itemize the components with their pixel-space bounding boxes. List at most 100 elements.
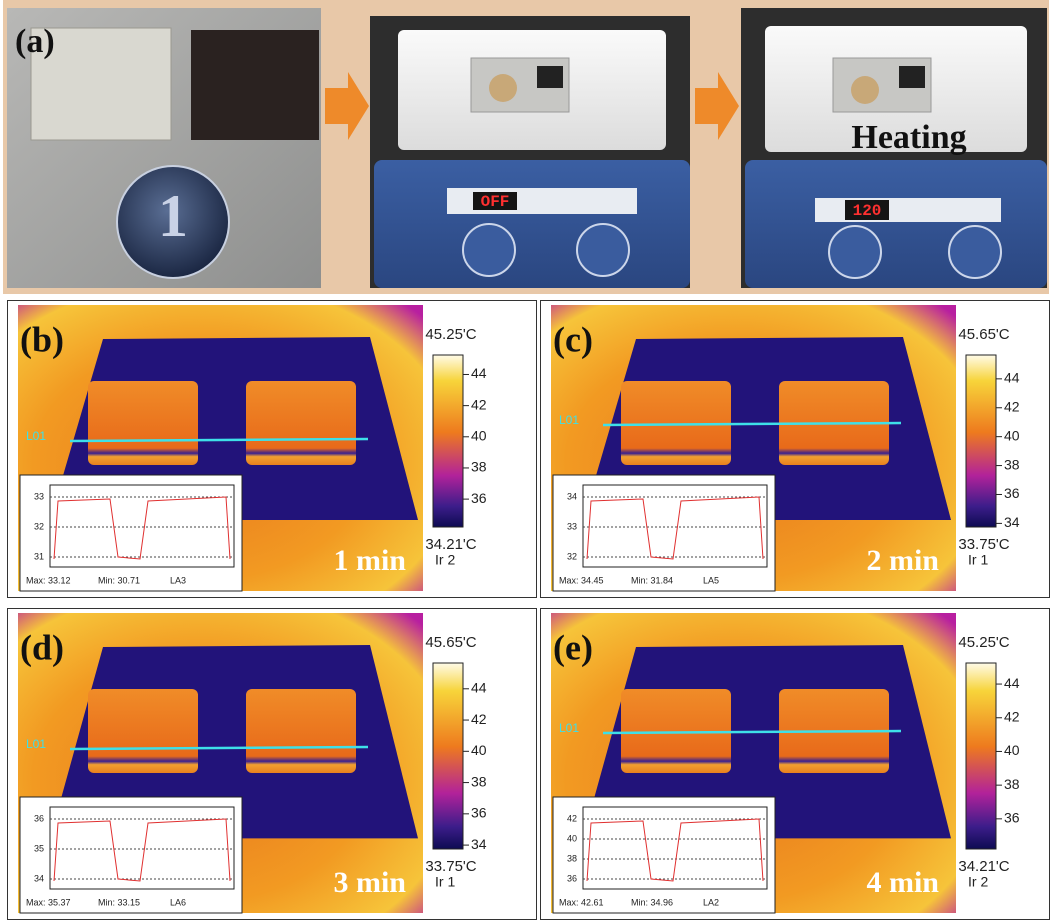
line-label: L01 (559, 721, 579, 735)
inset-stat: Max: 34.45 (559, 575, 604, 585)
source-label: Ir 1 (435, 874, 455, 890)
max-temp: 45.65'C (958, 326, 1009, 343)
colorbar-tick-label: 40 (1004, 742, 1020, 758)
inset-tick-label: 33 (34, 491, 44, 501)
sample-right (246, 381, 356, 465)
inset-stat: LA3 (170, 575, 186, 585)
inset-tick-label: 35 (34, 843, 44, 853)
colorbar-tick-label: 36 (1004, 485, 1020, 501)
knob (829, 226, 881, 278)
arrow (695, 72, 739, 140)
sample-left (621, 689, 731, 773)
panel-label: (c) (553, 319, 593, 359)
inset (20, 475, 242, 591)
inset-stat: Max: 42.61 (559, 897, 604, 907)
inset (20, 797, 242, 913)
colorbar-tick-label: 36 (471, 805, 487, 821)
colorbar-tick-label: 42 (1004, 398, 1020, 414)
inset-stat: LA6 (170, 897, 186, 907)
colorbar-tick-label: 40 (471, 427, 487, 443)
colorbar-tick-label: 34 (471, 836, 487, 852)
colorbar-tick-label: 36 (1004, 810, 1020, 826)
inset-tick-label: 40 (567, 833, 577, 843)
colorbar (966, 663, 996, 849)
inset-tick-label: 38 (567, 853, 577, 863)
figure: 1 (a) OFF Heating 120 L01(b)1 min45.25'C… (0, 0, 1051, 921)
time-label: 1 min (333, 544, 406, 577)
colorbar-tick-label: 38 (471, 459, 487, 475)
colorbar-tick-label: 40 (471, 742, 487, 758)
inset-tick-label: 36 (567, 873, 577, 883)
colorbar-tick-label: 44 (471, 679, 487, 695)
time-label: 3 min (333, 866, 406, 899)
colorbar-tick-label: 42 (1004, 708, 1020, 724)
inset-tick-label: 33 (567, 521, 577, 531)
colorbar (433, 663, 463, 849)
inset-stat: Min: 31.84 (631, 575, 673, 585)
inset-stat: LA2 (703, 897, 719, 907)
panel-a: 1 (a) OFF Heating 120 (3, 0, 1049, 294)
colorbar-tick-label: 38 (1004, 776, 1020, 792)
time-label: 2 min (866, 544, 939, 577)
source-label: Ir 1 (968, 552, 988, 568)
inset-tick-label: 32 (567, 551, 577, 561)
colorbar-tick-label: 42 (471, 711, 487, 727)
inset-tick-label: 36 (34, 813, 44, 823)
black-sample (537, 66, 563, 88)
inset-tick-label: 34 (34, 873, 44, 883)
inset-tick-label: 32 (34, 521, 44, 531)
max-temp: 45.25'C (958, 634, 1009, 651)
sample-left (88, 689, 198, 773)
colorbar-tick-label: 34 (1004, 514, 1020, 530)
inset-tick-label: 34 (567, 491, 577, 501)
source-label: Ir 2 (968, 874, 988, 890)
colorbar-tick-label: 38 (1004, 456, 1020, 472)
max-temp: 45.25'C (425, 326, 476, 343)
black-sample (899, 66, 925, 88)
inset-tick-label: 31 (34, 551, 44, 561)
panel-label: (a) (15, 23, 55, 60)
hotplate-base (745, 160, 1047, 288)
inset-stat: Min: 33.15 (98, 897, 140, 907)
thermal-graphic: L01 (e) 4 min 45.25'C 34.21'CIr 2 44 42 40 38 36 4… (541, 609, 1049, 919)
inset-stat: Max: 33.12 (26, 575, 71, 585)
control-strip (815, 198, 1001, 222)
min-temp: 34.21'C (958, 858, 1009, 875)
colorbar-tick-label: 42 (471, 396, 487, 412)
time-label: 4 min (866, 866, 939, 899)
colorbar (433, 355, 463, 527)
inset-stat: Max: 35.37 (26, 897, 71, 907)
display-text: 120 (853, 202, 882, 220)
sample-right (246, 689, 356, 773)
line-label: L01 (26, 737, 46, 751)
panel-label: (e) (553, 627, 593, 667)
inset (553, 475, 775, 591)
source-label: Ir 2 (435, 552, 455, 568)
colorbar-tick-label: 40 (1004, 427, 1020, 443)
knob (463, 224, 515, 276)
colorbar-tick-label: 36 (471, 490, 487, 506)
sample-left (621, 381, 731, 465)
sample-left (88, 381, 198, 465)
thermal-graphic: L01(b)1 min45.25'C34.21'CIr 244424038363… (8, 301, 536, 597)
line-label: L01 (26, 429, 46, 443)
colorbar-tick-label: 44 (471, 365, 487, 381)
inset (553, 797, 775, 913)
inset-stat: Min: 30.71 (98, 575, 140, 585)
coin (851, 76, 879, 104)
line-label: L01 (559, 413, 579, 427)
hotplate-base (374, 160, 690, 288)
panel-label: (d) (20, 627, 64, 667)
display-text: OFF (481, 193, 510, 211)
thermal-graphic: L01(c)2 min45.65'C33.75'CIr 144424038363… (541, 301, 1049, 597)
min-temp: 33.75'C (425, 858, 476, 875)
inset-tick-label: 42 (567, 813, 577, 823)
min-temp: 34.21'C (425, 536, 476, 553)
colorbar-tick-label: 44 (1004, 675, 1020, 691)
max-temp: 45.65'C (425, 634, 476, 651)
arrow (325, 72, 369, 140)
